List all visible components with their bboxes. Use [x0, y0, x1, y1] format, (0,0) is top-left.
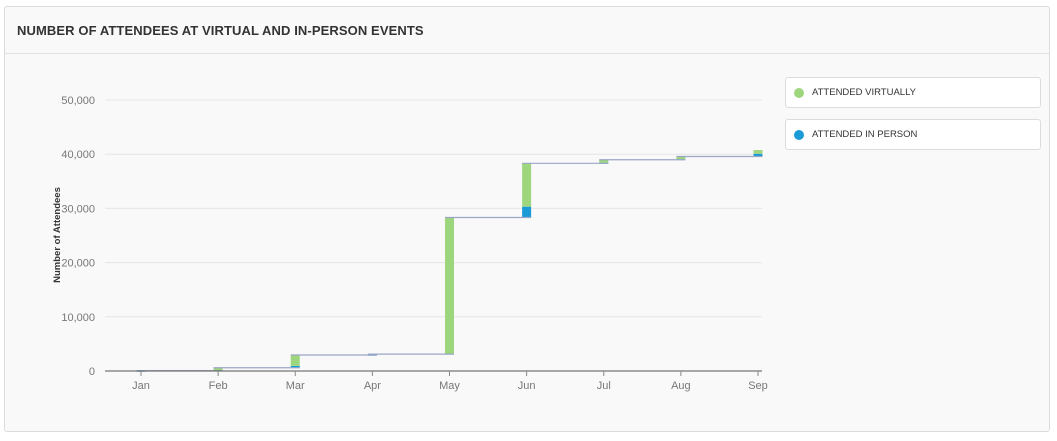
- y-tick-label: 30,000: [61, 203, 95, 215]
- y-tick-label: 20,000: [61, 258, 95, 270]
- x-tick-label: Jul: [597, 380, 611, 392]
- x-tick-label: Mar: [286, 380, 305, 392]
- x-tick-label: Apr: [364, 380, 381, 392]
- chart-title: NUMBER OF ATTENDEES AT VIRTUAL AND IN-PE…: [17, 22, 424, 38]
- bar-virtual: [213, 367, 223, 371]
- chart-card: NUMBER OF ATTENDEES AT VIRTUAL AND IN-PE…: [4, 6, 1050, 432]
- bar-virtual: [676, 156, 686, 160]
- bar-virtual: [599, 159, 609, 164]
- card-header: NUMBER OF ATTENDEES AT VIRTUAL AND IN-PE…: [5, 7, 1049, 54]
- x-tick-label: Sep: [748, 380, 768, 392]
- legend-label-virtual: ATTENDED VIRTUALLY: [812, 87, 916, 98]
- y-tick-label: 40,000: [61, 149, 95, 161]
- y-tick-label: 10,000: [61, 312, 95, 324]
- bar-in-person: [290, 365, 300, 368]
- legend-item-attended-in-person[interactable]: ATTENDED IN PERSON: [785, 119, 1041, 150]
- bar-virtual: [290, 355, 300, 366]
- x-tick-label: Feb: [209, 380, 228, 392]
- gridlines: [105, 99, 762, 318]
- bar-in-person: [522, 206, 532, 218]
- legend-swatch-in-person: [794, 129, 804, 140]
- y-tick-label: 0: [89, 366, 95, 378]
- y-axis-title: Number of Attendees: [52, 187, 63, 283]
- x-tick-label: Jun: [518, 380, 536, 392]
- bar-virtual: [445, 217, 454, 354]
- x-tick-label: Aug: [671, 380, 691, 392]
- bars: [136, 150, 763, 372]
- legend-swatch-virtual: [794, 87, 804, 98]
- axes: 0 10,000 20,000 30,000 40,000 50,000 Jan Feb Mar…: [61, 95, 767, 392]
- x-tick-label: Jan: [132, 380, 150, 392]
- chart-plot: 0 10,000 20,000 30,000 40,000 50,000 Jan Feb Mar…: [52, 95, 768, 392]
- chart-legend: ATTENDED VIRTUALLY ATTENDED IN PERSON: [785, 77, 1041, 161]
- bar-virtual: [522, 163, 532, 207]
- bar-virtual: [753, 150, 763, 154]
- y-tick-label: 50,000: [61, 95, 95, 107]
- legend-label-in-person: ATTENDED IN PERSON: [812, 129, 918, 140]
- legend-item-attended-virtually[interactable]: ATTENDED VIRTUALLY: [785, 77, 1041, 108]
- bar-in-person: [753, 153, 763, 157]
- connectors: [136, 155, 763, 372]
- x-tick-label: May: [439, 380, 460, 392]
